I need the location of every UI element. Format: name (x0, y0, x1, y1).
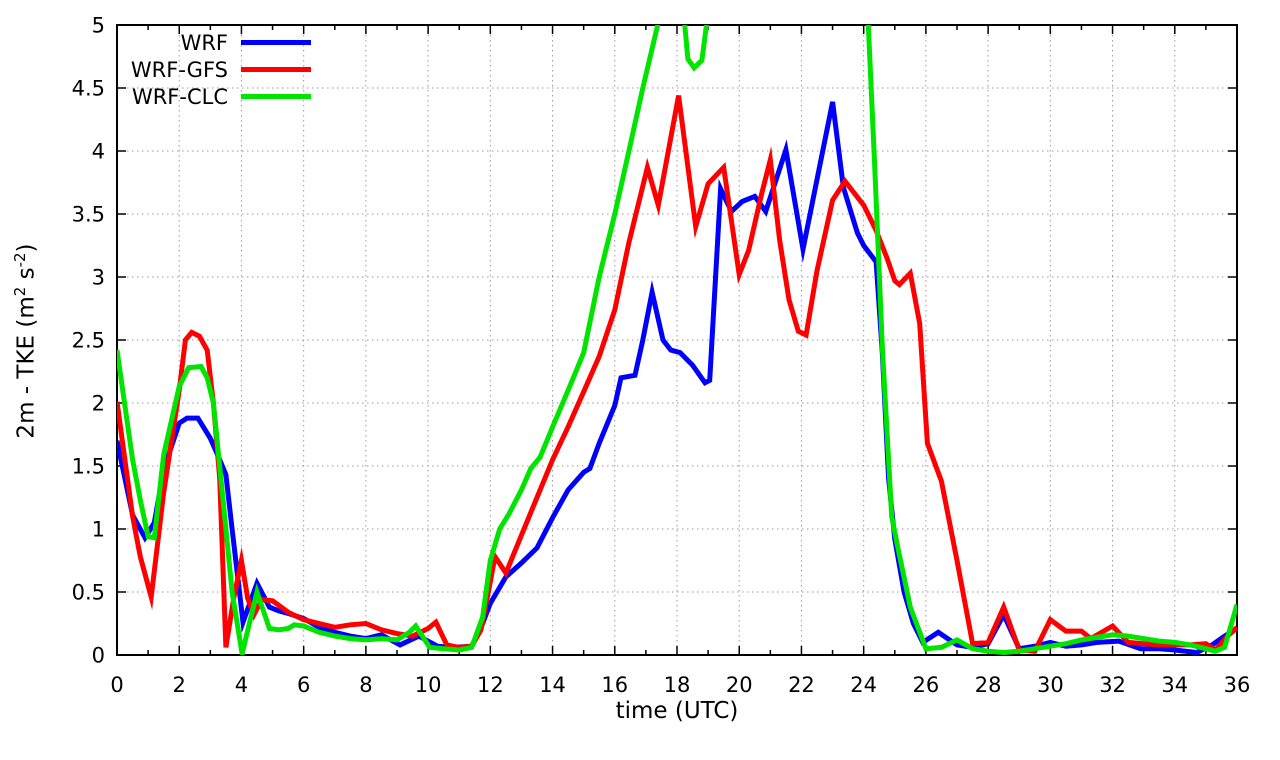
legend-entry-wrf-clc: WRF-CLC (60, 83, 311, 110)
x-tick-label: 6 (297, 673, 310, 697)
y-tick-label: 4 (92, 140, 105, 164)
legend-label: WRF-CLC (131, 84, 228, 109)
y-axis-title-text: ) (13, 243, 40, 253)
x-tick-label: 18 (664, 673, 691, 697)
x-tick-label: 32 (1099, 673, 1126, 697)
y-tick-label: 2 (92, 392, 105, 416)
y-axis-title-superscript: 2 (11, 286, 29, 297)
x-tick-label: 34 (1161, 673, 1188, 697)
x-tick-label: 10 (415, 673, 442, 697)
y-tick-label: 5 (92, 14, 105, 38)
x-tick-label: 12 (477, 673, 504, 697)
x-tick-label: 24 (850, 673, 877, 697)
x-tick-label: 28 (975, 673, 1002, 697)
y-tick-label: 2.5 (72, 329, 105, 353)
x-axis-title: time (UTC) (615, 698, 739, 724)
x-tick-label: 4 (235, 673, 248, 697)
legend-label: WRF-GFS (130, 57, 228, 82)
y-tick-label: 1 (92, 518, 105, 542)
series-line-wrf (117, 101, 1237, 655)
y-tick-label: 4.5 (72, 77, 105, 101)
legend-entry-wrf-gfs: WRF-GFS (60, 56, 311, 83)
legend-label: WRF (180, 30, 228, 55)
y-axis-title-text: s (13, 267, 40, 287)
x-tick-label: 16 (601, 673, 628, 697)
y-tick-label: 1.5 (72, 455, 105, 479)
series-line-wrf-clc (117, 25, 1237, 655)
plot-border (116, 24, 1238, 656)
y-axis-title-superscript: -2 (11, 252, 29, 268)
legend: WRF WRF-GFS WRF-CLC (60, 29, 311, 110)
legend-swatch (241, 40, 311, 45)
x-tick-label: 36 (1224, 673, 1251, 697)
y-tick-label: 3 (92, 266, 105, 290)
x-tick-label: 14 (539, 673, 566, 697)
x-tick-label: 30 (1037, 673, 1064, 697)
legend-entry-wrf: WRF (60, 29, 311, 56)
legend-swatch (241, 94, 311, 99)
y-axis-title: 2m - TKE (m2 s-2) (11, 141, 41, 541)
y-tick-label: 0.5 (72, 581, 105, 605)
y-axis-title-text: 2m - TKE (m (13, 296, 40, 439)
x-tick-label: 8 (359, 673, 372, 697)
x-tick-label: 22 (788, 673, 815, 697)
x-tick-label: 2 (173, 673, 186, 697)
y-tick-label: 0 (92, 644, 105, 668)
x-tick-label: 0 (110, 673, 123, 697)
legend-swatch (241, 67, 311, 72)
series-line-wrf-gfs (117, 95, 1237, 654)
y-tick-label: 3.5 (72, 203, 105, 227)
x-tick-label: 20 (726, 673, 753, 697)
x-tick-label: 26 (913, 673, 940, 697)
